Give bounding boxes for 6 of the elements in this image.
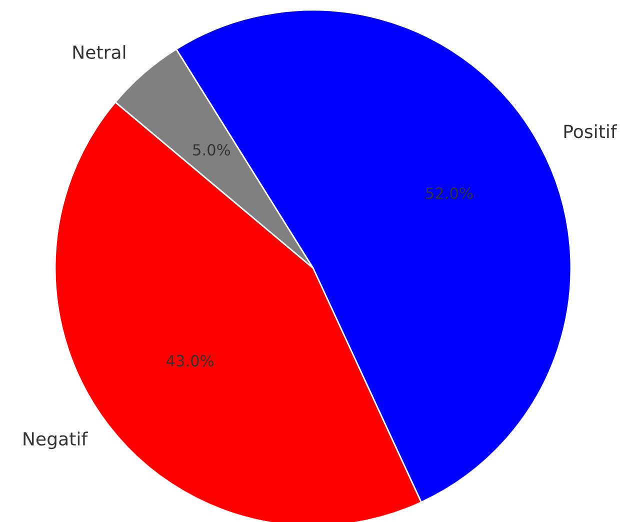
data-label: 43.0% — [166, 354, 214, 366]
slice-label: Positif — [564, 124, 618, 138]
data-label: 52.0% — [426, 187, 473, 199]
slice-label: Netral — [73, 45, 126, 60]
data-label: 5.0% — [193, 144, 230, 156]
slice-label: Negatif — [24, 432, 88, 450]
